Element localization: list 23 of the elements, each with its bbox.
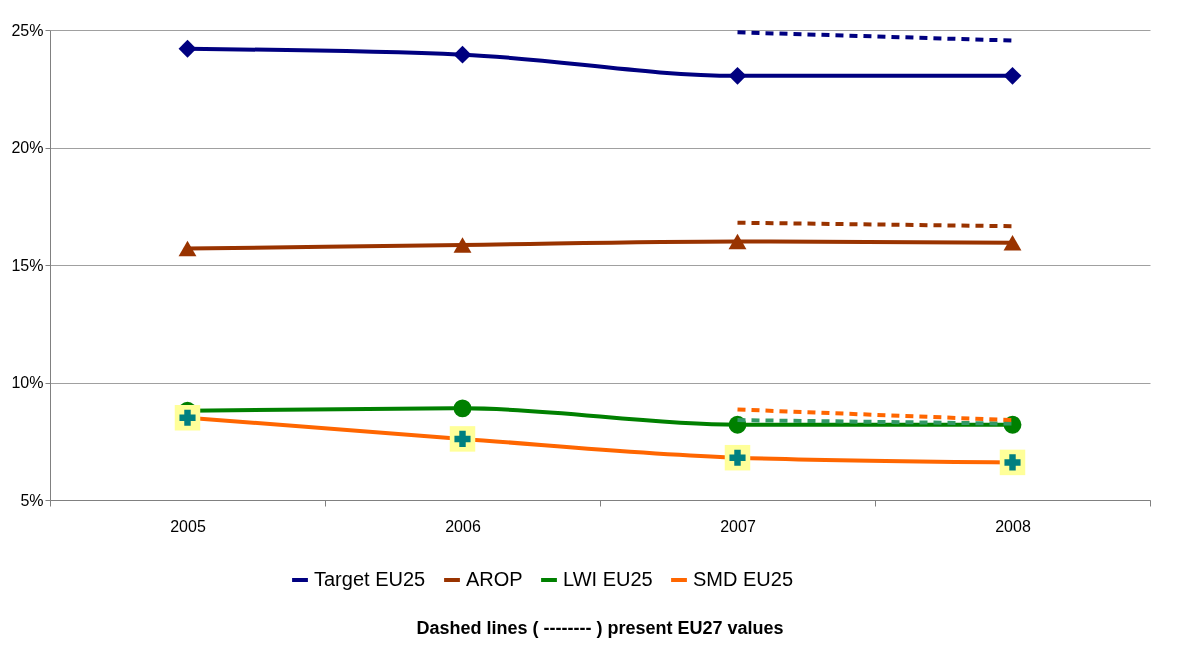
legend-label: AROP — [466, 568, 523, 590]
y-tick-label: 5% — [20, 491, 44, 509]
point — [453, 237, 472, 253]
point — [1003, 66, 1022, 85]
point — [453, 399, 472, 418]
y-tick-label: 25% — [11, 21, 44, 39]
text: Dashed lines ( -------- ) present EU27 values — [416, 618, 784, 638]
x-tick-label: 2005 — [170, 517, 206, 535]
y-tick-label: 20% — [11, 139, 44, 156]
point — [453, 45, 472, 64]
point — [728, 66, 747, 85]
point — [178, 39, 197, 58]
y-tick-label: 10% — [11, 374, 44, 391]
x-tick-label: 2006 — [445, 517, 481, 535]
legend-label: Target EU25 — [314, 568, 426, 590]
legend-label: LWI EU25 — [563, 568, 653, 590]
point — [728, 233, 747, 250]
x-tick-label: 2007 — [720, 517, 756, 535]
legend-label: SMD EU25 — [693, 568, 794, 590]
y-tick-label: 15% — [11, 256, 44, 274]
point — [1003, 234, 1022, 251]
point — [178, 240, 197, 257]
x-tick-label: 2008 — [995, 517, 1031, 535]
